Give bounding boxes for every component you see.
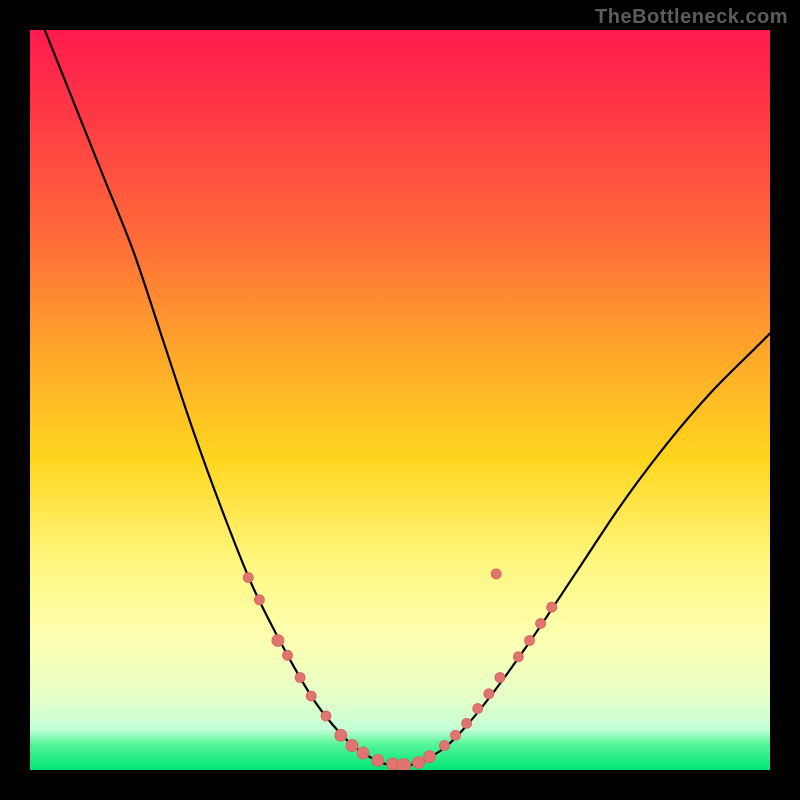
- sample-marker: [525, 636, 535, 646]
- sample-marker: [513, 652, 523, 662]
- sample-marker: [335, 729, 347, 741]
- sample-marker: [346, 740, 358, 752]
- sample-marker: [254, 595, 264, 605]
- watermark-text: TheBottleneck.com: [595, 6, 788, 29]
- sample-marker: [536, 618, 546, 628]
- sample-marker: [243, 573, 253, 583]
- sample-marker: [272, 635, 284, 647]
- sample-marker: [424, 751, 436, 763]
- sample-marker: [306, 691, 316, 701]
- sample-marker: [462, 718, 472, 728]
- sample-marker: [283, 650, 293, 660]
- sample-marker: [413, 757, 425, 769]
- sample-marker: [495, 673, 505, 683]
- sample-marker: [439, 741, 449, 751]
- sample-marker: [372, 754, 384, 766]
- sample-marker: [491, 569, 501, 579]
- sample-marker: [484, 689, 494, 699]
- sample-marker: [295, 673, 305, 683]
- sample-marker: [451, 730, 461, 740]
- sample-marker: [547, 602, 557, 612]
- sample-marker: [321, 711, 331, 721]
- chart-container: TheBottleneck.com: [0, 0, 800, 800]
- sample-marker: [357, 747, 369, 759]
- bottleneck-chart: [0, 0, 800, 800]
- sample-marker: [473, 704, 483, 714]
- plot-background: [30, 30, 770, 770]
